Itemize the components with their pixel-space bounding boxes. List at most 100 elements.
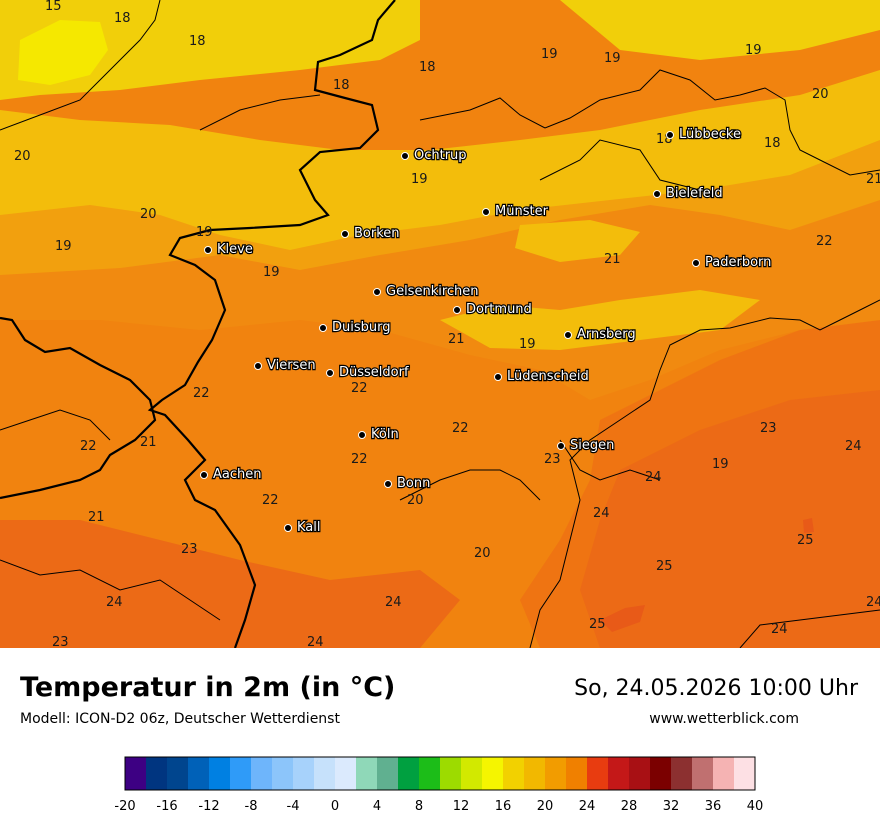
value-label: 21: [88, 510, 105, 525]
city-kall: Kall: [284, 519, 322, 536]
value-label: 25: [656, 559, 673, 574]
value-label: 23: [52, 635, 69, 648]
city-paderborn: Paderborn: [692, 254, 773, 271]
website-link[interactable]: www.wetterblick.com: [649, 711, 799, 727]
county-border-3: [0, 409, 111, 441]
legend-tick-label: -4: [287, 799, 300, 814]
model-source: Modell: ICON-D2 06z, Deutscher Wetterdie…: [20, 711, 340, 727]
temperature-values: 15 18 18 18 18 19 19 19 20 20 18 18 21 1…: [14, 0, 880, 648]
value-label: 21: [140, 435, 157, 450]
value-label: 22: [351, 452, 368, 467]
legend-swatch: [587, 757, 609, 790]
value-label: 19: [727, 256, 744, 271]
value-label: 25: [589, 617, 606, 632]
value-label: 24: [385, 595, 402, 610]
legend-swatch: [377, 757, 399, 790]
value-label: 22: [816, 234, 833, 249]
value-label: 24: [845, 439, 862, 454]
legend-swatch: [545, 757, 567, 790]
city-label: Münster: [495, 204, 549, 219]
value-label: 22: [351, 381, 368, 396]
city-label: Paderborn: [705, 255, 771, 270]
legend-swatch: [188, 757, 210, 790]
value-label: 18: [764, 136, 781, 151]
city-gelsenkirchen: Gelsenkirchen: [373, 283, 480, 300]
legend-tick-label: 28: [621, 799, 638, 814]
legend-swatch: [293, 757, 315, 790]
legend-swatch: [461, 757, 483, 790]
city-label: Dortmund: [466, 302, 532, 317]
state-border-north: [0, 0, 161, 131]
value-label: 18: [419, 60, 436, 75]
city-label: Viersen: [267, 358, 316, 373]
temp-field-24: [580, 390, 880, 648]
city-markers: Ochtrup Lübbecke Bielefeld Münster Borke…: [200, 126, 773, 536]
legend-tick-label: -8: [245, 799, 258, 814]
legend-swatch: [314, 757, 336, 790]
county-border-5: [739, 609, 880, 648]
legend-tick-label: 4: [373, 799, 381, 814]
value-label: 18: [114, 11, 131, 26]
city-label: Borken: [354, 226, 400, 241]
legend-swatch: [608, 757, 630, 790]
legend-tick-label: 40: [747, 799, 764, 814]
city-label: Lübbecke: [679, 127, 741, 142]
legend-swatch: [482, 757, 504, 790]
value-label: 18: [333, 78, 350, 93]
legend-swatch: [230, 757, 252, 790]
legend-frame: [124, 756, 756, 791]
city-kleve: Kleve: [204, 241, 254, 258]
city-bielefeld: Bielefeld: [653, 185, 724, 202]
value-label: 20: [407, 493, 424, 508]
legend-swatch: [419, 757, 441, 790]
temp-field-19: [0, 70, 880, 250]
legend-swatch: [566, 757, 588, 790]
county-border-6: [559, 439, 661, 481]
city-label: Bonn: [397, 476, 430, 491]
city-label: Kleve: [217, 242, 253, 257]
city-viersen: Viersen: [254, 357, 317, 374]
city-label: Gelsenkirchen: [386, 284, 479, 299]
value-label: 22: [193, 386, 210, 401]
legend-tick-label: 36: [705, 799, 722, 814]
value-label: 19: [712, 457, 729, 472]
city-label: Kall: [297, 520, 321, 535]
legend-swatch: [251, 757, 273, 790]
legend-swatch: [272, 757, 294, 790]
value-label: 19: [263, 265, 280, 280]
temp-field-25b: [803, 518, 814, 533]
legend-tick-label: -20: [114, 799, 135, 814]
city-aachen: Aachen: [200, 466, 263, 483]
legend-swatch: [629, 757, 651, 790]
legend-swatch: [734, 757, 756, 790]
temp-field-24-west: [0, 520, 460, 648]
city-label: Siegen: [570, 438, 614, 453]
value-label: 22: [452, 421, 469, 436]
city-luedenscheid: Lüdenscheid: [494, 368, 590, 385]
state-border-ne: [419, 69, 880, 176]
city-duisburg: Duisburg: [319, 319, 392, 336]
color-legend: -20 -16 -12 -8 -4 0 4 8 12 16 20 24 28 32 36 40: [114, 756, 764, 814]
city-label: Duisburg: [332, 320, 391, 335]
legend-swatch: [146, 757, 168, 790]
legend-tick-label: 12: [453, 799, 470, 814]
value-label: 20: [474, 546, 491, 561]
temp-field-19-sauerland: [440, 290, 760, 350]
legend-tick-label: 8: [415, 799, 423, 814]
value-label: 24: [771, 622, 788, 637]
temp-field-19-island: [515, 220, 640, 262]
value-label: 15: [45, 0, 62, 14]
temp-field-18b: [560, 0, 880, 60]
state-border-east: [529, 299, 880, 648]
value-label: 23: [544, 452, 561, 467]
city-muenster: Münster: [482, 203, 550, 220]
forecast-datetime: So, 24.05.2026 10:00 Uhr: [574, 676, 858, 701]
legend-swatch: [398, 757, 420, 790]
county-border-7: [399, 469, 541, 501]
value-label: 23: [181, 542, 198, 557]
legend-tick-label: -16: [156, 799, 177, 814]
legend-swatch: [356, 757, 378, 790]
value-label: 24: [307, 635, 324, 648]
temp-field-25: [600, 605, 645, 632]
legend-swatch: [524, 757, 546, 790]
